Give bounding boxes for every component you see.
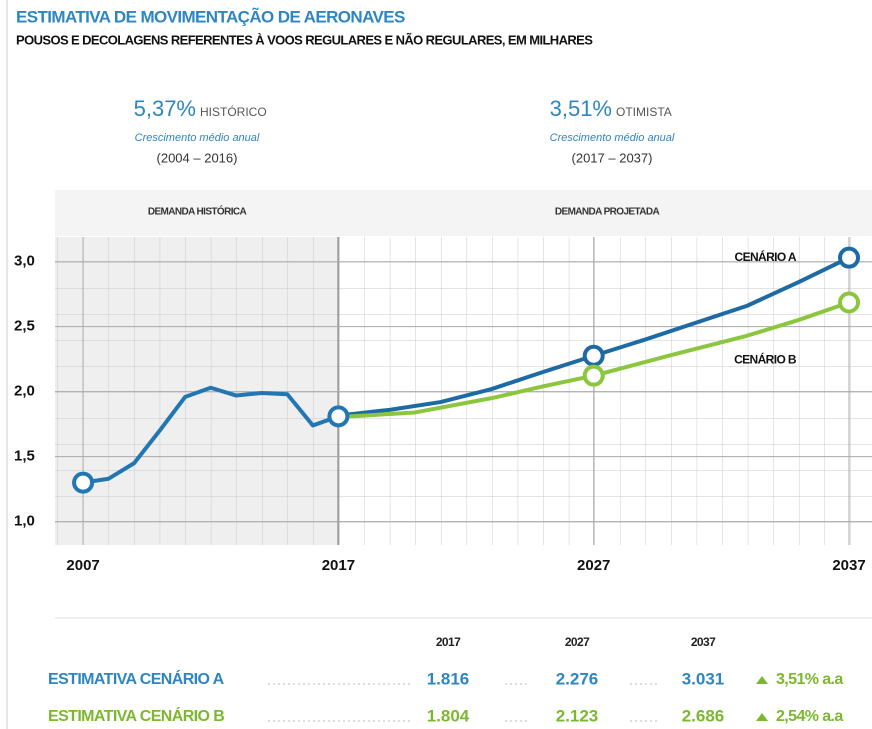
stat-label: OTIMISTA [616, 105, 672, 119]
point-marker [838, 246, 861, 269]
table-value: 2.276 [556, 669, 599, 688]
y-tick-label: 2,0 [14, 383, 35, 400]
y-tick-label: 2,5 [14, 318, 35, 335]
y-tick-label: 1,5 [14, 448, 35, 465]
title: ESTIMATIVA DE MOVIMENTAÇÃO DE AERONAVES [16, 6, 405, 26]
stat-value: 5,37% [134, 96, 196, 121]
up-triangle [756, 713, 768, 721]
section-label: DEMANDA HISTÓRICA [148, 205, 247, 218]
stat-caption: Crescimento médio anual [135, 132, 260, 144]
series-label: CENÁRIO B [734, 352, 797, 367]
series-line [82, 385, 340, 485]
up-triangle [756, 676, 768, 684]
table-value: 1.804 [427, 706, 470, 725]
stat-period: (2017 – 2037) [572, 150, 653, 165]
x-tick-label: 2027 [577, 557, 610, 574]
growth-rate: 3,51% a.a [776, 671, 843, 688]
table-header: 2027 [565, 635, 590, 649]
x-tick-label: 2007 [66, 557, 99, 574]
subtitle: POUSOS E DECOLAGENS REFERENTES À VOOS RE… [16, 32, 593, 47]
stat-otimista: 3,51% OTIMISTA Crescimento médio anual (… [550, 96, 675, 166]
table-value: 2.123 [556, 706, 599, 725]
point-marker [838, 291, 861, 314]
table-header: 2017 [436, 635, 461, 649]
minor-grid [55, 237, 872, 545]
stat-value: 3,51% [550, 96, 612, 121]
row-label: ESTIMATIVA CENÁRIO B [48, 706, 224, 725]
table: 2017 2027 2037 ESTIMATIVA CENÁRIO A 1.816 2.2… [48, 635, 844, 725]
stat-period: (2004 – 2016) [157, 150, 238, 165]
row-label: ESTIMATIVA CENÁRIO A [48, 669, 225, 688]
point-marker [72, 471, 95, 494]
series-label: CENÁRIO A [735, 249, 797, 264]
y-tick-label: 3,0 [14, 253, 35, 270]
stat-historico: 5,37% HISTÓRICO Crescimento médio anual … [134, 96, 267, 166]
stat-label: HISTÓRICO [200, 104, 267, 119]
section-band [55, 190, 872, 236]
y-tick-label: 1,0 [14, 513, 35, 530]
section-label: DEMANDA PROJETADA [555, 207, 660, 218]
x-tick-label: 2037 [832, 557, 865, 574]
point-marker [327, 405, 350, 428]
point-marker [582, 364, 605, 387]
growth-rate: 2,54% a.a [776, 708, 843, 725]
table-value: 3.031 [682, 669, 725, 688]
table-value: 1.816 [427, 669, 470, 688]
point-marker [582, 344, 605, 367]
table-value: 2.686 [682, 706, 725, 725]
stat-caption: Crescimento médio anual [550, 132, 675, 144]
table-header: 2037 [691, 635, 716, 649]
plot: 1,0 1,5 2,0 2,5 3,0 2007 2017 2027 2037 CENÁRIO A… [14, 237, 872, 574]
x-tick-label: 2017 [322, 557, 355, 574]
